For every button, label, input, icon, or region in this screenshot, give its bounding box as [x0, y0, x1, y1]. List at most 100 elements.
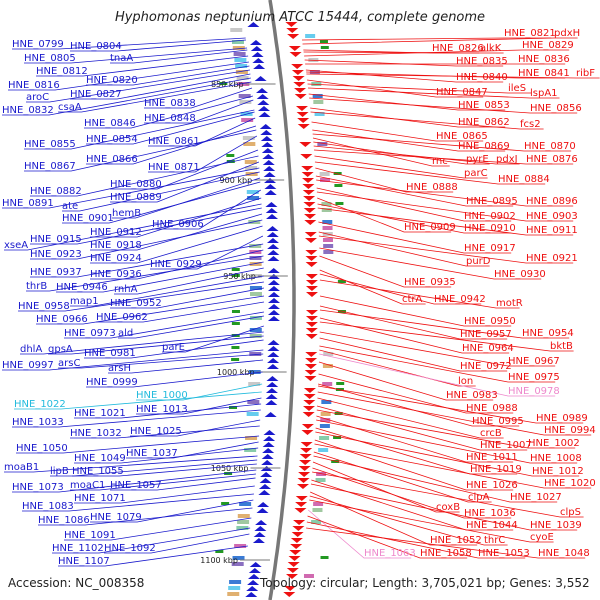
category-block	[234, 58, 247, 62]
reverse-gene-mark	[305, 352, 318, 357]
gene-label: HNE_0856	[530, 103, 582, 114]
forward-gene-mark	[267, 292, 280, 297]
gene-label: HNE_1021	[74, 408, 126, 419]
leader-line	[312, 467, 512, 519]
leader-line	[22, 493, 255, 512]
forward-gene-mark	[263, 436, 276, 441]
category-block	[237, 82, 250, 86]
reverse-gene-mark	[303, 208, 316, 213]
gene-label: HNE_1048	[538, 548, 590, 559]
category-block	[245, 166, 258, 170]
gene-label: ileS	[508, 83, 526, 94]
leader-line	[38, 507, 253, 526]
leader-line	[310, 111, 544, 130]
gene-label: HNE_0903	[526, 211, 578, 222]
forward-gene-mark	[266, 382, 279, 387]
leader-line	[64, 311, 265, 339]
leader-line	[306, 527, 586, 559]
minor-mark	[231, 268, 240, 271]
reverse-gene-mark	[301, 172, 314, 177]
leader-line	[318, 383, 520, 427]
reverse-gene-mark	[299, 454, 312, 459]
gene-label: HNE_0902	[464, 211, 516, 222]
leader-line	[318, 373, 514, 414]
gene-label: arsH	[108, 363, 131, 374]
gene-label: HNE_0871	[148, 162, 200, 173]
forward-gene-mark	[253, 532, 266, 537]
minor-mark	[231, 274, 240, 277]
leader-line	[110, 287, 265, 309]
gene-label: HNE_0972	[460, 361, 512, 372]
leader-line	[108, 359, 264, 374]
gene-features	[215, 22, 346, 597]
category-block	[248, 382, 261, 386]
leader-line	[307, 83, 532, 94]
minor-mark	[229, 406, 238, 409]
gene-label: pdxJ	[496, 154, 518, 165]
forward-gene-mark	[267, 298, 280, 303]
leader-line	[24, 47, 248, 64]
leader-line	[313, 141, 490, 165]
category-block	[236, 76, 249, 80]
reverse-gene-mark	[301, 430, 314, 435]
reverse-gene-mark	[300, 448, 313, 453]
gene-label: HNE_1079	[90, 512, 142, 523]
gene-label: rnc	[432, 156, 448, 167]
reverse-gene-mark	[305, 310, 318, 315]
leader-line	[317, 203, 512, 234]
gene-label: HNE_0930	[494, 269, 546, 280]
category-block	[319, 424, 330, 428]
leader-line	[318, 221, 512, 254]
leader-line	[319, 331, 556, 367]
leader-line	[30, 155, 259, 197]
forward-gene-mark	[256, 88, 269, 93]
forward-gene-mark	[247, 580, 260, 585]
category-block	[246, 412, 259, 416]
leader-line	[316, 415, 514, 463]
leader-line	[319, 349, 476, 387]
gene-label: HNE_0846	[84, 118, 136, 129]
leader-line	[304, 59, 504, 67]
gene-label: HNE_1044	[466, 520, 518, 531]
category-block	[249, 352, 262, 356]
forward-gene-mark	[261, 460, 274, 465]
leader-line	[314, 439, 514, 491]
reverse-gene-mark	[297, 118, 310, 123]
reverse-gene-mark	[303, 196, 316, 201]
category-block	[249, 262, 262, 266]
gene-label: HNE_0865	[436, 131, 488, 142]
leader-line	[84, 95, 254, 129]
gene-label: HNE_1055	[72, 466, 124, 477]
forward-gene-mark	[261, 148, 274, 153]
gene-label: HNE_0999	[86, 377, 138, 388]
forward-gene-mark	[255, 520, 268, 525]
forward-gene-mark	[265, 208, 278, 213]
leader-line	[319, 309, 570, 339]
leader-line	[4, 455, 258, 473]
gene-label: HNE_1026	[466, 480, 518, 491]
leader-line	[318, 235, 574, 264]
forward-gene-mark	[267, 304, 280, 309]
reverse-gene-mark	[305, 316, 318, 321]
gene-label: HNE_0978	[508, 386, 560, 397]
category-block	[243, 142, 256, 146]
gene-label: aroC	[26, 92, 49, 103]
leader-line	[318, 231, 490, 267]
leader-line	[90, 499, 254, 523]
leader-line	[314, 161, 546, 185]
leader-line	[70, 425, 260, 439]
reverse-gene-mark	[297, 478, 310, 483]
leader-line	[319, 353, 556, 397]
gene-label: csaA	[58, 102, 82, 113]
reverse-gene-mark	[300, 154, 313, 159]
gene-label: HNE_0981	[84, 348, 136, 359]
gene-label: HNE_0880	[110, 179, 162, 190]
forward-gene-mark	[257, 502, 270, 507]
reverse-gene-mark	[291, 70, 304, 75]
forward-gene-mark	[265, 394, 278, 399]
gene-label: ate	[62, 201, 78, 212]
gene-label: rnhA	[114, 284, 138, 295]
category-block	[237, 520, 250, 524]
gene-label: HNE_0862	[458, 117, 510, 128]
